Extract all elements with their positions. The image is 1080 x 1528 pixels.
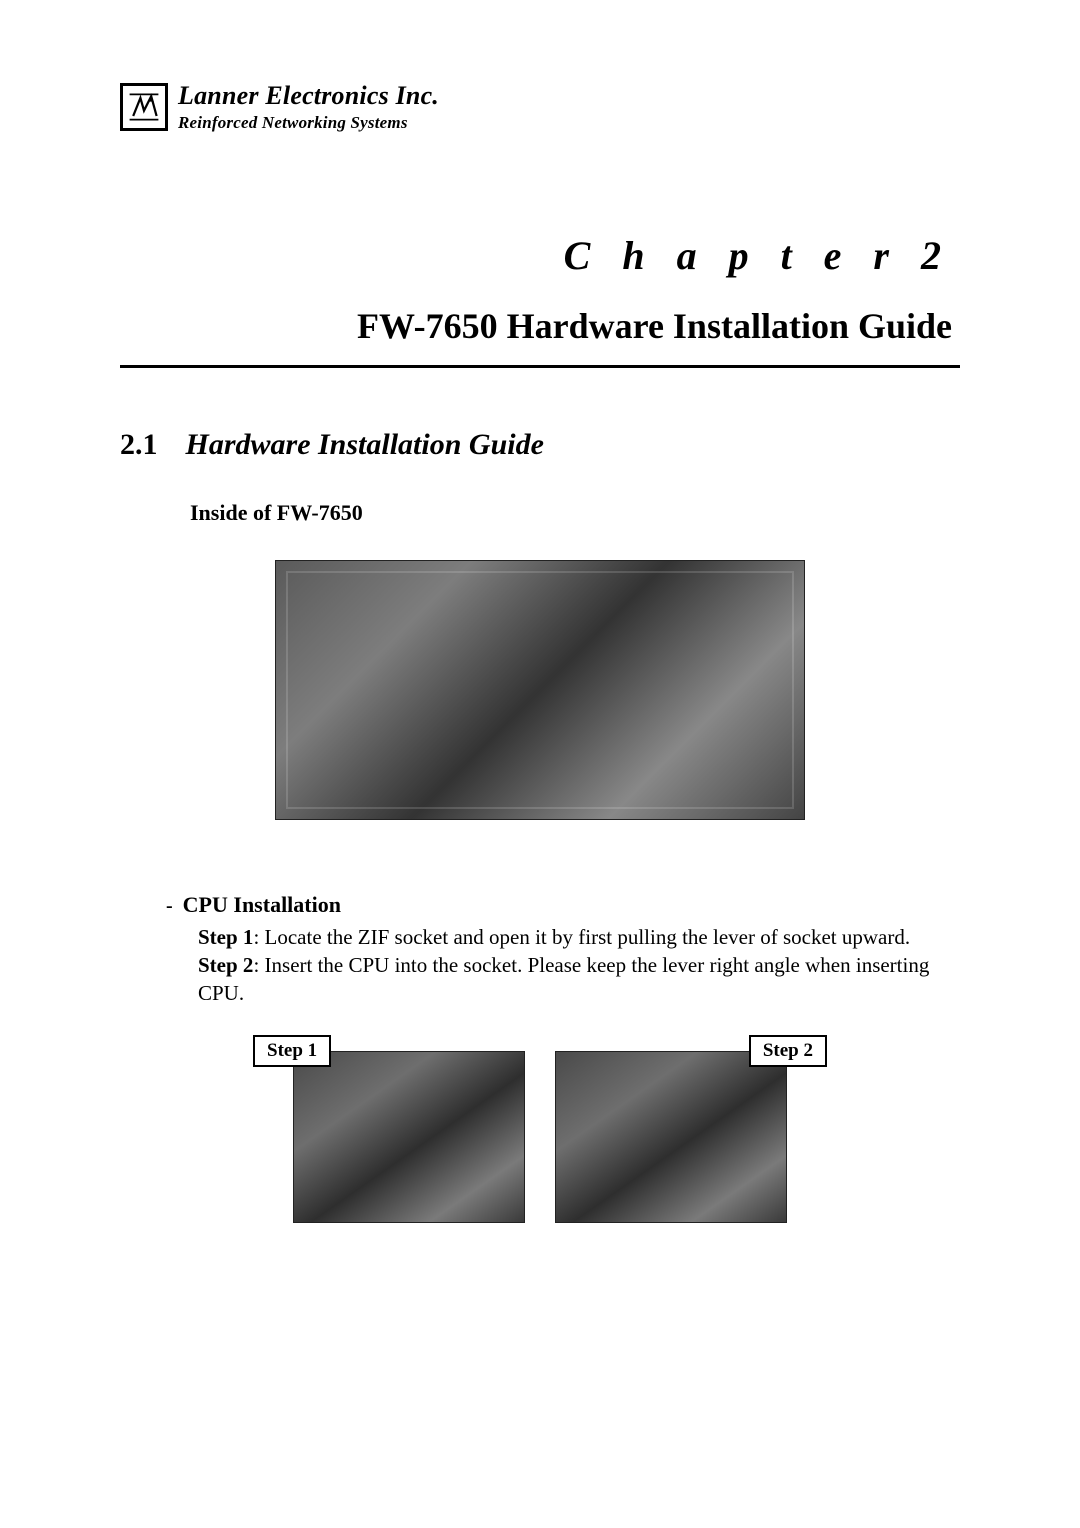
chapter-title: FW-7650 Hardware Installation Guide — [120, 305, 952, 347]
bullet-dash-icon: - — [166, 896, 173, 916]
section-heading: 2.1 Hardware Installation Guide — [120, 428, 960, 462]
cpu-install-label: CPU Installation — [183, 892, 341, 918]
section-number: 2.1 — [120, 428, 158, 462]
step-2-label: Step 2 — [198, 953, 253, 977]
company-logo-icon — [120, 83, 168, 131]
inside-heading: Inside of FW-7650 — [190, 500, 960, 526]
figure-step1 — [293, 1051, 525, 1223]
figure-step1-col: Step 1 — [293, 1051, 525, 1223]
step-1-label: Step 1 — [198, 925, 253, 949]
cpu-steps-block: Step 1: Locate the ZIF socket and open i… — [120, 924, 960, 1007]
figure-pair-wrap: Step 1 Step 2 — [120, 1051, 960, 1223]
document-page: Lanner Electronics Inc. Reinforced Netwo… — [0, 0, 1080, 1528]
title-divider — [120, 365, 960, 368]
company-logo-text: Lanner Electronics Inc. Reinforced Netwo… — [178, 82, 439, 132]
company-logo-block: Lanner Electronics Inc. Reinforced Netwo… — [120, 82, 960, 132]
step-1-text: : Locate the ZIF socket and open it by f… — [253, 925, 910, 949]
cpu-install-bullet: - CPU Installation — [166, 892, 960, 918]
step-2-text: : Insert the CPU into the socket. Please… — [198, 953, 929, 1005]
figure-step2 — [555, 1051, 787, 1223]
chapter-label: C h a p t e r 2 — [120, 232, 952, 279]
step-2-badge: Step 2 — [749, 1035, 827, 1067]
figure-step2-col: Step 2 — [555, 1051, 787, 1223]
company-name: Lanner Electronics Inc. — [178, 82, 439, 111]
figure-main-wrap — [120, 560, 960, 820]
figure-inside-chassis — [275, 560, 805, 820]
step-1-badge: Step 1 — [253, 1035, 331, 1067]
section-title: Hardware Installation Guide — [186, 428, 544, 462]
step-1-line: Step 1: Locate the ZIF socket and open i… — [198, 924, 960, 952]
company-tagline: Reinforced Networking Systems — [178, 114, 439, 133]
step-2-line: Step 2: Insert the CPU into the socket. … — [198, 952, 960, 1007]
